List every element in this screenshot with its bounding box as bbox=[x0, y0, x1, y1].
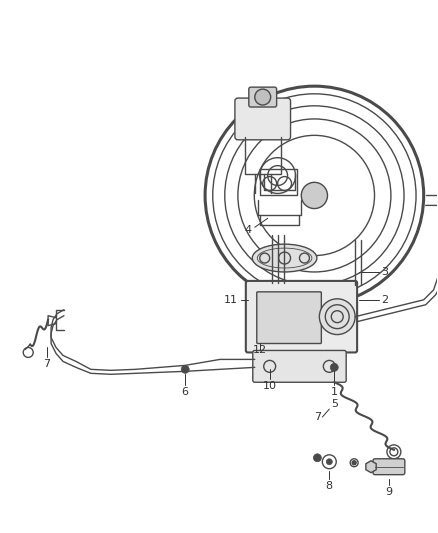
FancyBboxPatch shape bbox=[253, 351, 346, 382]
FancyBboxPatch shape bbox=[249, 87, 277, 107]
Text: 9: 9 bbox=[385, 487, 392, 497]
Circle shape bbox=[326, 459, 332, 465]
Circle shape bbox=[255, 89, 271, 105]
Text: 10: 10 bbox=[263, 381, 277, 391]
FancyBboxPatch shape bbox=[257, 292, 321, 343]
Circle shape bbox=[319, 299, 355, 335]
Text: 7: 7 bbox=[314, 412, 321, 422]
FancyBboxPatch shape bbox=[246, 281, 357, 352]
Text: 6: 6 bbox=[182, 387, 189, 397]
Text: 4: 4 bbox=[244, 225, 251, 235]
Text: 12: 12 bbox=[253, 344, 267, 354]
Circle shape bbox=[330, 364, 338, 372]
FancyBboxPatch shape bbox=[235, 98, 290, 140]
Circle shape bbox=[181, 365, 189, 373]
Circle shape bbox=[314, 454, 321, 462]
Text: 5: 5 bbox=[331, 399, 338, 409]
FancyBboxPatch shape bbox=[373, 459, 405, 475]
Circle shape bbox=[301, 182, 328, 208]
Circle shape bbox=[352, 461, 356, 465]
Text: 11: 11 bbox=[224, 295, 238, 305]
Text: 1: 1 bbox=[331, 387, 338, 397]
Text: 2: 2 bbox=[381, 295, 388, 305]
Text: 3: 3 bbox=[381, 267, 388, 277]
Text: 8: 8 bbox=[326, 481, 333, 491]
Text: 7: 7 bbox=[43, 359, 51, 369]
Ellipse shape bbox=[252, 244, 317, 272]
